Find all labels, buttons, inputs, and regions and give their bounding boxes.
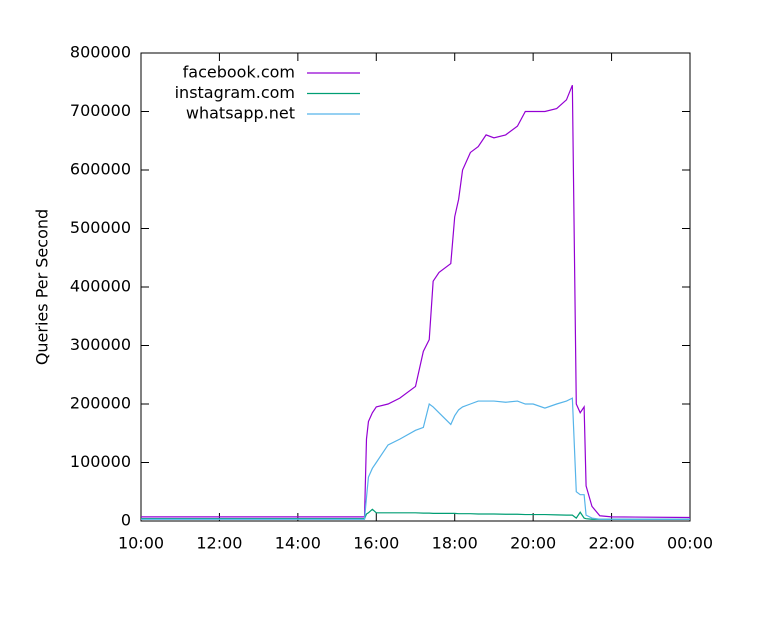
y-tick-label: 0 xyxy=(121,511,131,530)
y-tick-label: 800000 xyxy=(70,43,131,62)
y-axis-label: Queries Per Second xyxy=(33,209,52,365)
y-tick-label: 700000 xyxy=(70,101,131,120)
plot-frame xyxy=(140,52,691,522)
legend-label: instagram.com xyxy=(175,83,295,102)
y-tick-label: 300000 xyxy=(70,335,131,354)
series-line xyxy=(141,508,690,520)
series-line xyxy=(141,397,690,520)
legend-label: whatsapp.net xyxy=(186,104,295,123)
y-tick-label: 600000 xyxy=(70,160,131,179)
y-tick-label: 100000 xyxy=(70,452,131,471)
x-tick-label: 10:00 xyxy=(118,534,164,553)
legend-label: facebook.com xyxy=(183,63,295,82)
x-tick-label: 18:00 xyxy=(432,534,478,553)
y-tick-label: 200000 xyxy=(70,394,131,413)
x-tick-label: 12:00 xyxy=(196,534,242,553)
series-line xyxy=(141,84,691,519)
x-tick-label: 20:00 xyxy=(510,534,556,553)
x-tick-label: 00:00 xyxy=(667,534,713,553)
x-tick-label: 16:00 xyxy=(353,534,399,553)
x-tick-label: 22:00 xyxy=(589,534,635,553)
y-tick-label: 500000 xyxy=(70,218,131,237)
y-tick-label: 400000 xyxy=(70,277,131,296)
x-tick-label: 14:00 xyxy=(275,534,321,553)
